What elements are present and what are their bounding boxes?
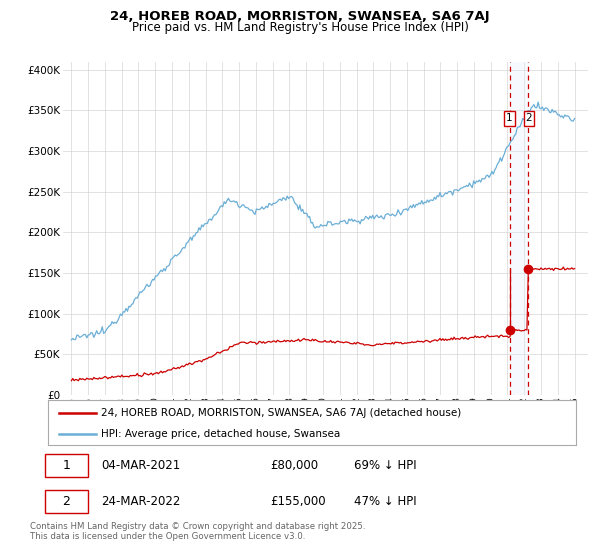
Text: Price paid vs. HM Land Registry's House Price Index (HPI): Price paid vs. HM Land Registry's House … (131, 21, 469, 34)
Text: 24, HOREB ROAD, MORRISTON, SWANSEA, SA6 7AJ: 24, HOREB ROAD, MORRISTON, SWANSEA, SA6 … (110, 10, 490, 23)
Text: 69% ↓ HPI: 69% ↓ HPI (354, 459, 417, 472)
FancyBboxPatch shape (46, 454, 88, 477)
Text: 2: 2 (62, 494, 70, 508)
Text: 1: 1 (62, 459, 70, 472)
Text: 24, HOREB ROAD, MORRISTON, SWANSEA, SA6 7AJ (detached house): 24, HOREB ROAD, MORRISTON, SWANSEA, SA6 … (101, 408, 461, 418)
Text: £80,000: £80,000 (270, 459, 318, 472)
Text: HPI: Average price, detached house, Swansea: HPI: Average price, detached house, Swan… (101, 429, 340, 439)
Text: 24-MAR-2022: 24-MAR-2022 (101, 494, 180, 508)
Text: £155,000: £155,000 (270, 494, 325, 508)
Text: 2: 2 (526, 114, 532, 124)
Text: 47% ↓ HPI: 47% ↓ HPI (354, 494, 417, 508)
Text: Contains HM Land Registry data © Crown copyright and database right 2025.
This d: Contains HM Land Registry data © Crown c… (30, 522, 365, 542)
FancyBboxPatch shape (46, 490, 88, 512)
Text: 04-MAR-2021: 04-MAR-2021 (101, 459, 180, 472)
Text: 1: 1 (506, 114, 513, 124)
Bar (511, 62, 528, 395)
